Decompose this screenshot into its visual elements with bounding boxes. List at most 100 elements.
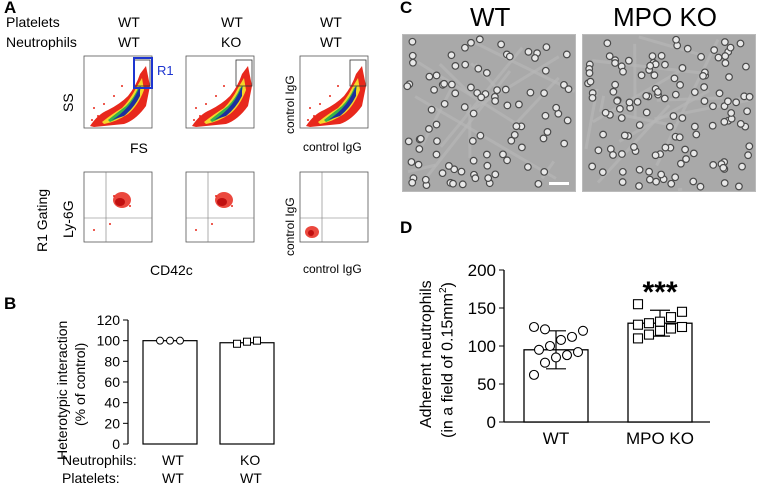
d-point [528,369,540,380]
neutrophil-cell [460,103,469,111]
neutrophil-cell [738,162,746,171]
neutrophil-cell [458,180,467,189]
neutrophil-cell [425,72,434,81]
neutrophil-cell [620,131,629,140]
panel-d-y-label2-sup: 2 [438,287,449,294]
panel-c-title-wt: WT [470,2,511,32]
neutrophil-cell [503,101,512,110]
micrograph-mpo-ko [582,34,756,192]
neutrophil-cell [736,119,745,128]
neutrophil-cell [552,103,561,112]
neutrophil-cell [618,167,627,176]
neutrophil-cell [613,97,622,105]
neutrophil-cell [648,52,657,61]
neutrophil-cell [676,159,685,168]
neutrophil-cell [461,43,469,52]
b-point [156,336,164,345]
endothelial-streak [510,76,560,130]
d-point [566,331,578,342]
d-y-tick-label: 200 [468,261,496,280]
gating-plot-wt-wt [83,171,153,243]
panel-d-y-label2-end: ) [439,282,457,288]
neutrophil-cell [645,175,654,184]
neutrophil-cell [710,46,719,54]
neutrophil-cell [449,179,457,188]
neutrophil-cell [690,122,699,131]
d-point [550,352,562,363]
neutrophil-cell [540,89,548,98]
neutrophil-cell [493,86,501,95]
d-point [528,321,540,333]
d-point [632,333,644,344]
neutrophil-cell [594,146,603,155]
neutrophil-cell [609,87,618,96]
neutrophil-cell [682,155,690,163]
neutrophil-cell [599,130,608,139]
neutrophil-cell [414,160,423,169]
neutrophil-cell [475,35,484,44]
d-y-tick-label: 150 [468,299,496,318]
neutrophil-cell [404,137,413,146]
neutrophil-cell [719,163,728,172]
d-point [643,318,655,329]
b-platelets-wt-1: WT [162,470,184,486]
neutrophil-cell [541,111,550,120]
d-significance: *** [642,276,677,309]
neutrophil-cell [603,39,612,48]
neutrophil-cell [503,156,511,165]
neutrophil-cell [444,162,453,170]
neutrophil-cell [700,97,709,105]
neutrophil-cell [484,174,493,183]
neutrophil-cell [501,85,510,94]
d-category-label: WT [543,429,569,448]
panel-d-y-label2: (in a field of 0.15mm2) [438,282,457,438]
neutrophil-cell [657,170,666,179]
scatter-plot-wt-wt [83,55,153,129]
scatter-plot-wt-ko [185,55,255,129]
neutrophil-cell [601,108,610,117]
neutrophil-cell [467,38,475,47]
neutrophil-cell [720,179,729,187]
neutrophil-cell [714,53,723,62]
neutrophil-cell [451,89,460,98]
panel-b-y-label: Heterotypic interaction [54,320,70,460]
panel-b-chart: 0 20 40 60 80 100 120 [97,312,275,450]
endothelial-streak [599,95,606,113]
neutrophil-cell [588,93,597,102]
endothelial-streak [638,35,706,58]
neutrophil-cell [619,67,627,76]
neutrophil-cell [407,158,416,166]
d-point [643,329,655,340]
neutrophil-cell [669,112,678,120]
neutrophil-cell [736,39,745,48]
neutrophil-cell [440,99,449,108]
neutrophil-cell [700,83,709,91]
flow-cytometry-plots [83,55,369,243]
neutrophil-cell [661,60,669,69]
endothelial-streak [419,81,457,149]
d-point [544,340,556,352]
neutrophil-cell [661,143,670,152]
b-y-tick-label: 40 [104,395,120,411]
neutrophil-cell [461,60,470,69]
neutrophil-cell [745,142,754,151]
panel-c-label: C [400,0,413,17]
neutrophil-cell [667,179,676,188]
col3-neutrophils: WT [320,34,342,50]
neutrophil-cell [440,79,448,88]
neutrophil-cell [482,68,491,77]
neutrophil-cell [642,91,651,100]
d-point [577,325,589,336]
neutrophil-cell [735,182,743,191]
neutrophil-cell [499,150,507,159]
neutrophil-cell [721,59,730,67]
b-point [253,336,261,345]
neutrophil-cell [651,151,660,160]
neutrophil-cell [563,116,572,125]
neutrophil-cell [564,85,573,94]
neutrophil-cell [609,151,617,159]
neutrophil-cell [618,178,627,186]
neutrophil-cell [466,83,475,92]
neutrophil-cell [515,100,523,109]
endothelial-streak [438,63,473,97]
